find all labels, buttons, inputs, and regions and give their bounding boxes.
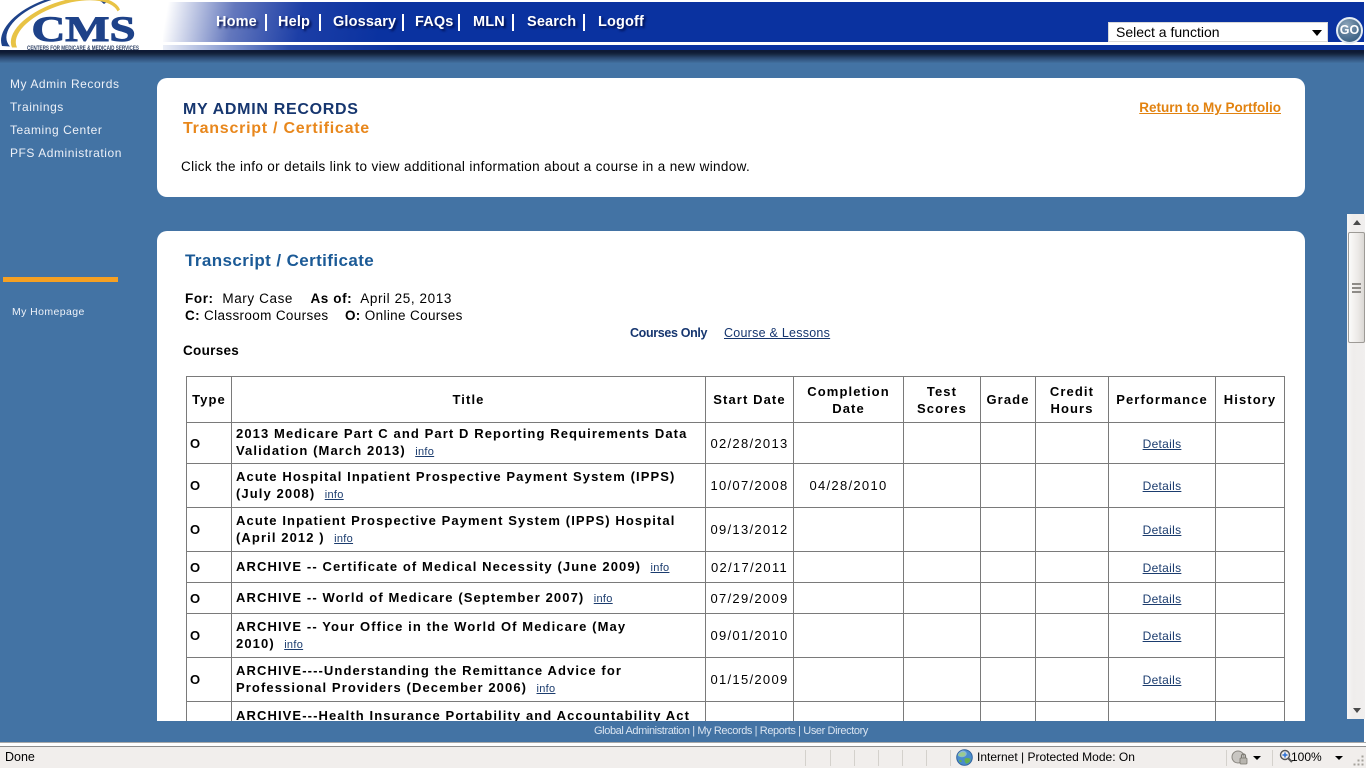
svg-text:CMS: CMS <box>32 9 136 49</box>
svg-text:CENTERS FOR MEDICARE & MEDICAI: CENTERS FOR MEDICARE & MEDICAID SERVICES <box>27 46 139 50</box>
